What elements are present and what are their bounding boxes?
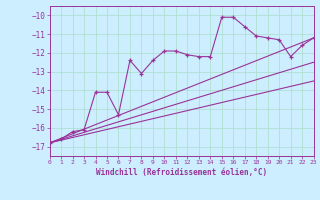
X-axis label: Windchill (Refroidissement éolien,°C): Windchill (Refroidissement éolien,°C) — [96, 168, 267, 177]
